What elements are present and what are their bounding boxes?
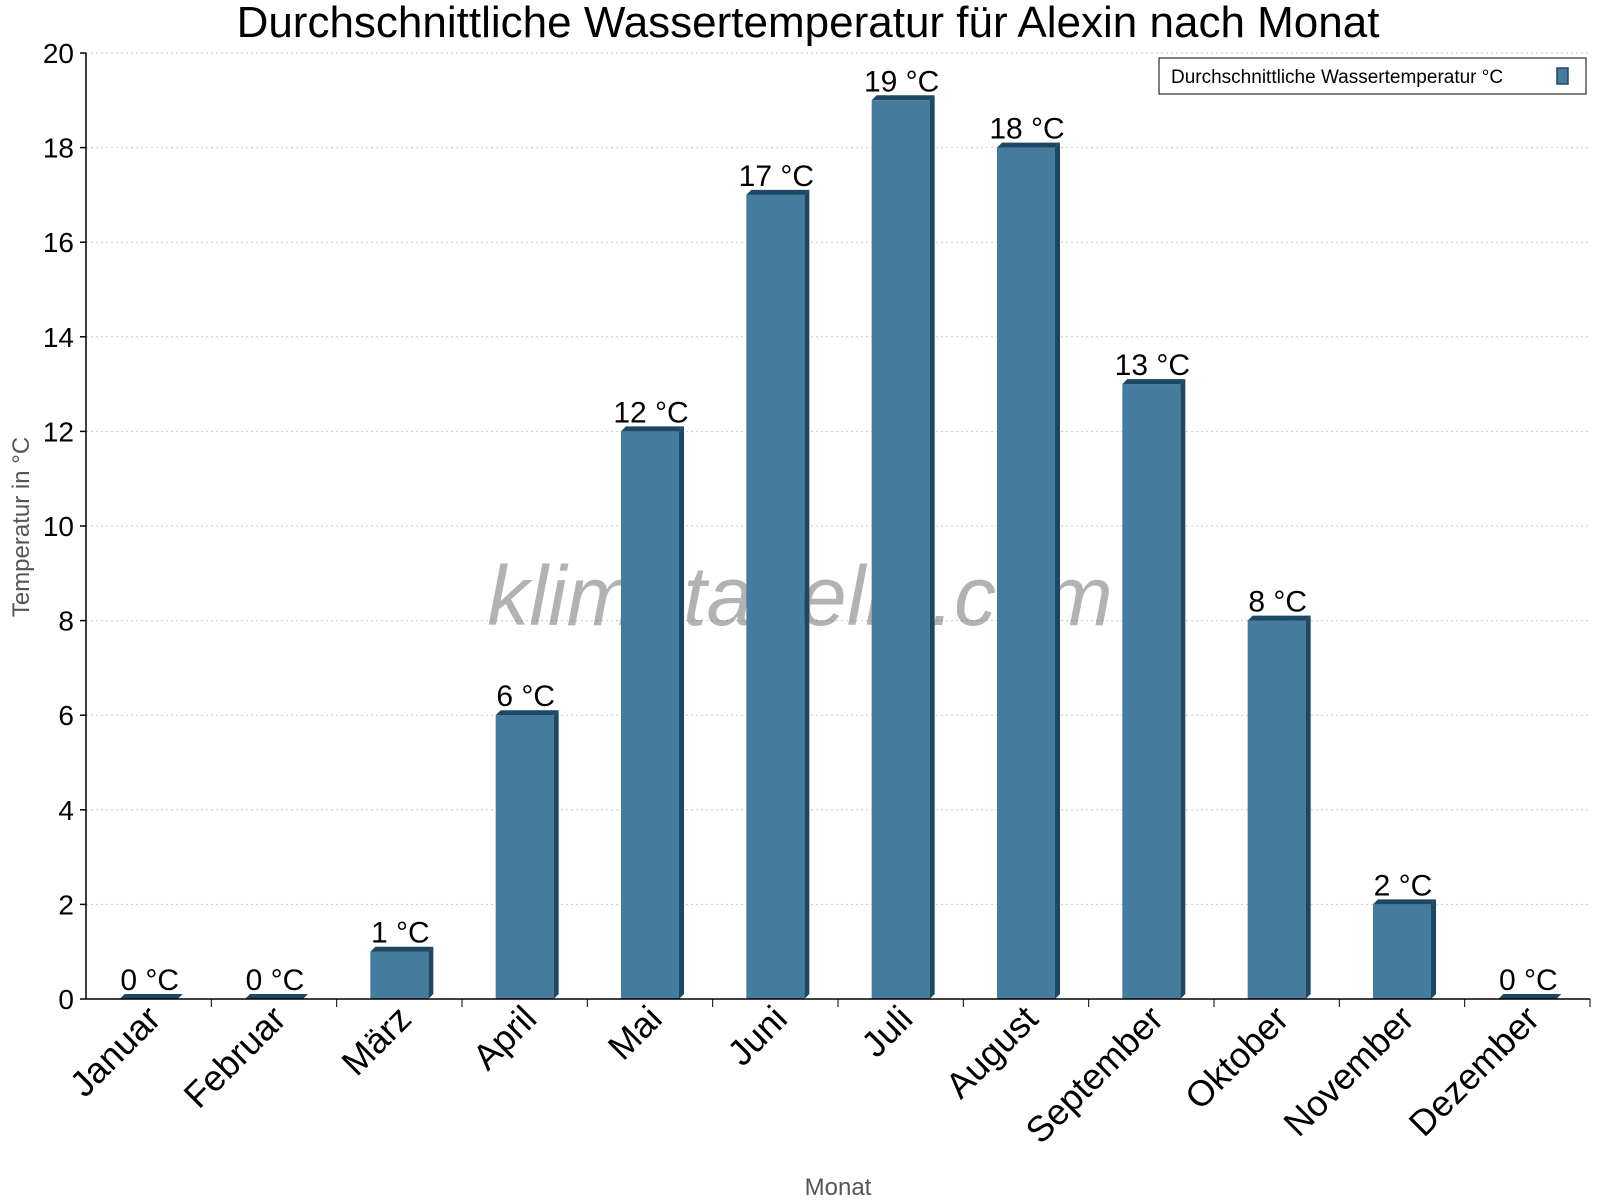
- bar-front: [495, 715, 554, 999]
- bar: [1247, 615, 1311, 999]
- x-tick-label: März: [333, 998, 419, 1084]
- bar: [119, 994, 183, 999]
- bar: [1498, 994, 1562, 999]
- y-ticks: 0 2 4 6 8 10 12 14 16 18 20: [43, 38, 86, 1015]
- y-axis-title: Temperatur in °C: [8, 437, 35, 617]
- bar-front: [871, 100, 930, 1000]
- x-tick-label: September: [1017, 998, 1171, 1152]
- bar: [1373, 899, 1436, 999]
- bar-top: [871, 95, 935, 101]
- bar-front: [370, 951, 429, 999]
- bar: [746, 189, 810, 999]
- y-tick-label: 14: [43, 322, 74, 353]
- bar-top: [245, 994, 308, 999]
- bar-front: [997, 147, 1055, 1000]
- bar-side: [428, 946, 434, 999]
- bar-side: [1305, 615, 1311, 999]
- bar-front: [746, 194, 805, 999]
- bar: [1122, 379, 1186, 1000]
- bar: [997, 142, 1060, 1000]
- bar-top: [119, 994, 183, 999]
- bar: [621, 426, 684, 999]
- bar-side: [929, 95, 935, 1000]
- bar-front: [1373, 904, 1431, 999]
- bar-top: [1122, 379, 1186, 385]
- x-tick-label: Oktober: [1177, 998, 1297, 1118]
- bar-side: [1180, 379, 1186, 1000]
- bar-top: [746, 189, 810, 195]
- y-tick-label: 6: [58, 700, 74, 731]
- y-tick-label: 18: [43, 133, 74, 164]
- x-tick-label: Januar: [61, 998, 168, 1105]
- x-tick-label: April: [464, 998, 544, 1078]
- bar-top: [495, 710, 559, 716]
- bar-top: [1498, 994, 1562, 999]
- x-tick-label: Juli: [853, 998, 920, 1065]
- x-ticks: Januar Februar März April Mai Juni Juli AugustS…: [61, 998, 1591, 1152]
- x-tick-label: Februar: [176, 998, 294, 1116]
- y-tick-label: 0: [58, 984, 74, 1015]
- y-tick-label: 4: [58, 795, 74, 826]
- y-tick-label: 8: [58, 606, 74, 637]
- legend-swatch: [1556, 67, 1569, 85]
- legend-box: [1158, 57, 1587, 95]
- bar-side: [804, 189, 810, 999]
- x-tick-label: Juni: [719, 998, 795, 1074]
- bar-side: [1431, 899, 1436, 999]
- data-label: 1 °C: [371, 917, 430, 950]
- bar-top: [621, 426, 684, 432]
- data-label: 13 °C: [1115, 349, 1190, 382]
- y-tick-label: 16: [43, 227, 74, 258]
- y-tick-label: 2: [58, 889, 74, 920]
- data-label: 0 °C: [1499, 964, 1558, 997]
- bar: [245, 994, 308, 999]
- bar-side: [553, 710, 559, 999]
- chart-title: Durchschnittliche Wassertemperatur für A…: [237, 0, 1380, 47]
- bar: [370, 946, 434, 999]
- bar: [495, 710, 559, 999]
- y-tick-label: 12: [43, 416, 74, 447]
- x-tick-label: Dezember: [1401, 998, 1547, 1144]
- x-tick-label: August: [937, 998, 1045, 1106]
- x-tick-label: Mai: [600, 998, 670, 1068]
- data-label: 18 °C: [989, 113, 1064, 146]
- bar-side: [1055, 142, 1060, 1000]
- bar-front: [1247, 620, 1306, 999]
- data-labels: 0 °C 0 °C 1 °C 6 °C 12 °C 17 °C 19 °C 18 °C 13 °…: [120, 65, 1557, 997]
- grid: [86, 52, 1590, 905]
- data-label: 19 °C: [864, 65, 939, 98]
- y-tick-label: 10: [43, 511, 74, 542]
- legend-label: Durchschnittliche Wassertemperatur °C: [1171, 67, 1503, 88]
- legend: Durchschnittliche Wassertemperatur °C: [1158, 57, 1587, 95]
- data-label: 8 °C: [1248, 586, 1307, 619]
- data-label: 0 °C: [120, 964, 179, 997]
- y-tick-label: 20: [43, 38, 74, 69]
- bar-top: [1373, 899, 1436, 905]
- bar-front: [1122, 384, 1181, 1000]
- bars: [119, 95, 1562, 1000]
- bar-side: [679, 426, 684, 999]
- x-axis-title: Monat: [805, 1174, 872, 1200]
- bar-top: [1247, 615, 1311, 621]
- data-label: 0 °C: [246, 964, 305, 997]
- x-tick-label: November: [1275, 998, 1421, 1144]
- data-label: 12 °C: [613, 396, 688, 429]
- data-label: 2 °C: [1374, 869, 1433, 902]
- data-label: 17 °C: [739, 160, 814, 193]
- bar: [871, 95, 935, 1000]
- bar-top: [370, 946, 434, 952]
- bar-top: [997, 142, 1060, 148]
- bar-front: [621, 431, 679, 999]
- data-label: 6 °C: [496, 680, 555, 713]
